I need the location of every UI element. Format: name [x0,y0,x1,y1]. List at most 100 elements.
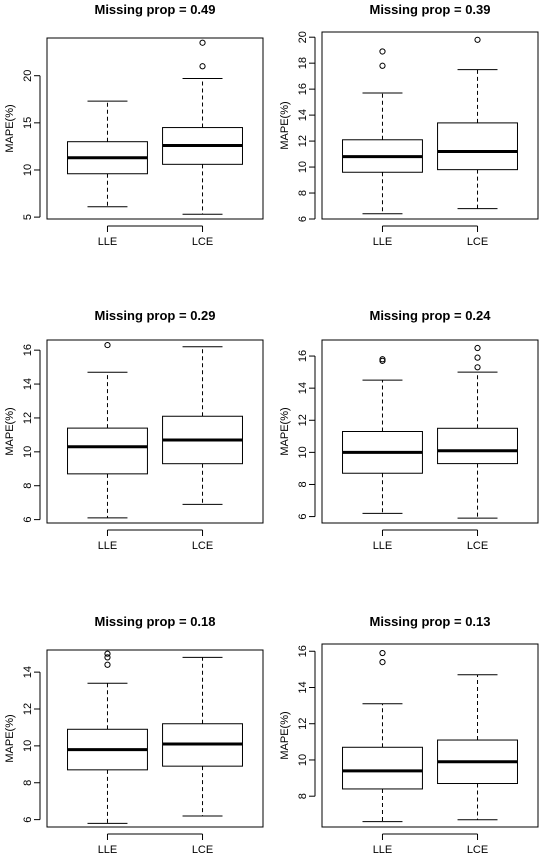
box-lce [162,346,243,505]
box-lce [437,344,518,519]
y-tick-label: 8 [297,793,309,799]
y-tick-label: 12 [297,135,309,147]
y-tick-label: 10 [297,754,309,766]
y-tick-label: 20 [22,70,34,82]
panel-2: Missing prop = 0.39 6 8 10 12 14 16 18 20 MAPE(%)… [279,2,539,248]
y-axis-label: MAPE(%) [4,104,16,152]
y-tick-label: 14 [297,382,309,394]
panel-1: Missing prop = 0.49 5 10 15 20 MAPE(%) LLE LCE [4,2,264,248]
outlier-point [104,661,111,668]
panel-title: Missing prop = 0.24 [369,308,491,323]
panel-3: Missing prop = 0.29 6 8 10 12 14 16 MAPE(%) LLE L… [4,308,264,552]
iqr-box [437,427,518,465]
y-tick-label: 18 [297,57,309,69]
plot-frame [321,31,539,220]
y-tick-label: 10 [297,446,309,458]
outlier-point [474,36,481,43]
outlier-point [474,364,481,371]
y-tick-label: 14 [297,681,309,693]
y-tick-label: 6 [297,216,309,222]
y-tick-label: 8 [297,481,309,487]
y-tick-label: 6 [22,517,34,523]
plot-frame [46,37,264,220]
panel-4: Missing prop = 0.24 6 8 10 12 14 16 MAPE(%) LLE L… [279,308,539,552]
panel-title: Missing prop = 0.13 [369,614,490,629]
box-lle [67,100,148,208]
x-tick-label: LCE [192,540,213,552]
x-tick-label: LCE [467,236,488,248]
y-tick-label: 6 [22,817,34,823]
y-tick-label: 12 [297,414,309,426]
panel-title: Missing prop = 0.49 [94,2,215,17]
x-tick-label: LLE [373,844,393,856]
box-lce [437,36,518,210]
iqr-box [342,746,423,790]
x-tick-label: LCE [192,236,213,248]
x-tick-label: LCE [467,844,488,856]
outlier-point [199,39,206,46]
plot-frame [321,339,539,524]
panel-title: Missing prop = 0.18 [94,614,215,629]
y-tick-label: 14 [297,109,309,121]
box-lce [162,39,243,215]
y-tick-label: 16 [297,83,309,95]
y-tick-label: 14 [22,666,34,678]
y-tick-label: 20 [297,31,309,43]
y-tick-label: 10 [297,161,309,173]
outlier-point [104,650,111,657]
box-lle [342,649,423,823]
y-tick-label: 5 [22,214,34,220]
panel-6: Missing prop = 0.13 8 10 12 14 16 MAPE(%) LLE LC… [279,614,539,856]
x-tick-label: LCE [192,844,213,856]
y-tick-label: 6 [297,514,309,520]
outlier-point [104,341,111,349]
y-tick-label: 16 [297,350,309,362]
y-tick-label: 8 [22,483,34,489]
outlier-point [199,63,206,70]
outlier-point [474,344,481,352]
outlier-point [379,659,386,666]
iqr-box [67,427,148,475]
iqr-box [437,122,518,171]
outlier-point [474,354,481,361]
y-tick-label: 8 [22,780,34,786]
box-lce [437,674,518,821]
outlier-point [379,649,386,657]
box-lle [342,48,423,215]
y-axis-label: MAPE(%) [4,714,16,762]
plot-frame [46,339,264,524]
box-lle [67,341,148,519]
y-axis-label: MAPE(%) [279,407,291,455]
y-tick-label: 14 [22,378,34,390]
y-tick-label: 16 [22,344,34,356]
y-tick-label: 12 [22,703,34,715]
y-tick-label: 12 [22,412,34,424]
panel-title: Missing prop = 0.29 [94,308,215,323]
x-tick-label: LLE [373,236,393,248]
y-tick-label: 8 [297,190,309,196]
y-tick-label: 12 [297,718,309,730]
outlier-point [104,654,111,661]
x-tick-label: LLE [373,540,393,552]
box-lce [162,656,243,817]
x-tick-label: LLE [98,540,118,552]
x-tick-label: LLE [98,844,118,856]
panel-5: Missing prop = 0.18 6 8 10 12 14 MAPE(%) LLE LCE [4,614,264,856]
x-tick-label: LCE [467,540,488,552]
box-lle [342,356,423,514]
outlier-point [379,62,386,69]
y-tick-label: 16 [297,645,309,657]
plot-frame [321,643,539,828]
y-tick-label: 10 [22,740,34,752]
y-axis-label: MAPE(%) [4,407,16,455]
box-lle [67,650,148,824]
y-tick-label: 10 [22,446,34,458]
y-tick-label: 15 [22,117,34,129]
x-tick-label: LLE [98,236,118,248]
plot-frame [46,649,264,828]
outlier-point [379,48,386,55]
y-axis-label: MAPE(%) [279,711,291,759]
y-tick-label: 10 [22,164,34,176]
y-axis-label: MAPE(%) [279,101,291,149]
